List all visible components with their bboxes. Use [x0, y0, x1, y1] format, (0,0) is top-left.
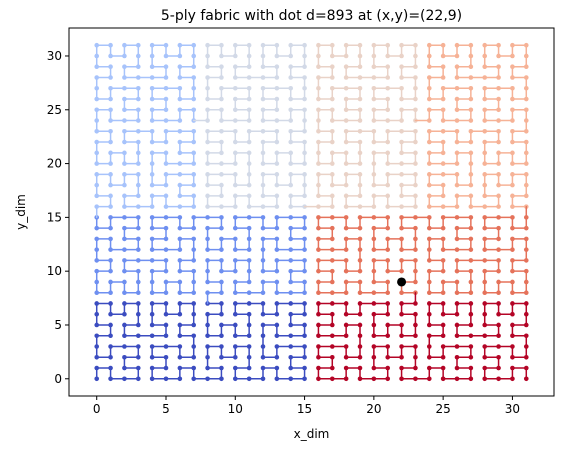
x-tick-label: 20 [366, 402, 381, 416]
y-tick-label: 30 [47, 49, 62, 63]
x-tick-label: 30 [505, 402, 520, 416]
x-axis-label: x_dim [294, 427, 330, 441]
axes-frame [68, 27, 555, 397]
curve-layer [94, 42, 529, 382]
y-axis-label: y_dim [14, 194, 28, 230]
x-tick-label: 5 [162, 402, 170, 416]
chart-title: 5-ply fabric with dot d=893 at (x,y)=(22… [161, 8, 462, 24]
x-tick-label: 0 [93, 402, 101, 416]
marker-layer [397, 277, 407, 287]
highlight-dot [397, 277, 407, 287]
y-tick-label: 0 [54, 372, 62, 386]
y-axis-ticks: 0 5 10 15 20 25 30 [47, 49, 69, 386]
y-tick-label: 20 [47, 157, 62, 171]
x-tick-label: 25 [436, 402, 451, 416]
y-tick-label: 5 [54, 318, 62, 332]
y-tick-label: 15 [47, 210, 62, 224]
x-tick-label: 15 [297, 402, 312, 416]
x-axis-ticks: 0 5 10 15 20 25 30 [93, 396, 520, 416]
y-tick-label: 10 [47, 264, 62, 278]
x-tick-label: 10 [228, 402, 243, 416]
curve-point [523, 376, 529, 382]
y-tick-label: 25 [47, 103, 62, 117]
